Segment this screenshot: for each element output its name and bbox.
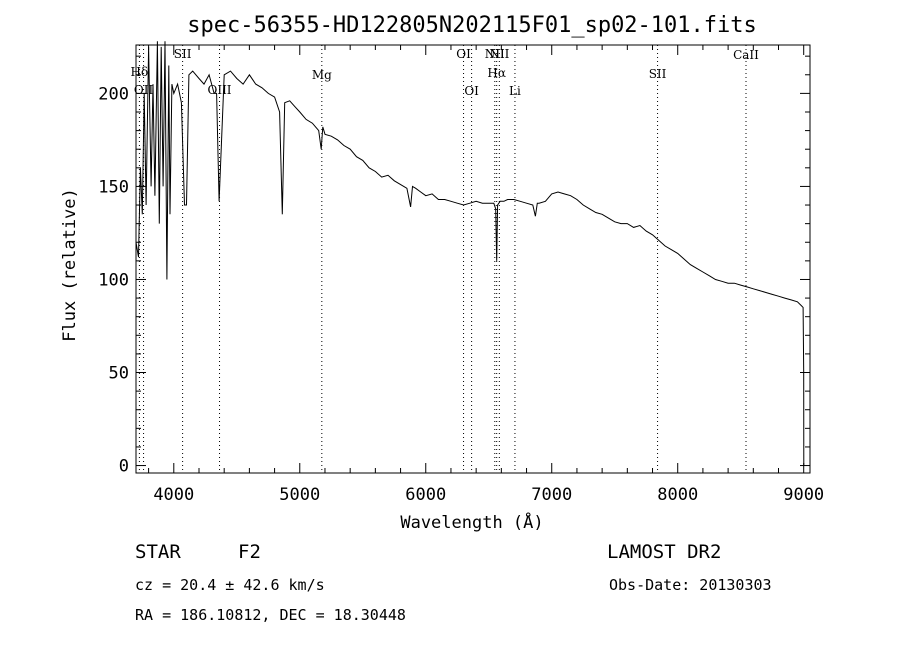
line-marker-label: OI xyxy=(464,84,479,98)
x-tick-label: 9000 xyxy=(783,485,824,505)
x-tick-label: 6000 xyxy=(405,485,446,505)
y-axis: 0 50 100 150 200 xyxy=(98,55,810,477)
line-marker-label: SII xyxy=(174,47,192,61)
spectrum-series-line xyxy=(135,41,805,466)
x-axis-label: Wavelength (Å) xyxy=(400,511,543,533)
observation-date: Obs-Date: 20130303 xyxy=(609,576,772,594)
line-marker-label: NII xyxy=(485,47,505,61)
y-tick-label: 0 xyxy=(119,457,129,477)
y-tick-label: 150 xyxy=(98,177,129,197)
x-tick-label: 4000 xyxy=(153,485,194,505)
survey-name: LAMOST DR2 xyxy=(607,541,722,563)
object-class: STAR xyxy=(135,541,181,563)
sky-coordinates: RA = 186.10812, DEC = 18.30448 xyxy=(135,606,406,624)
line-marker-label: OI xyxy=(456,47,471,61)
y-axis-label: Flux (relative) xyxy=(60,188,80,342)
x-axis: 4000 5000 6000 7000 8000 9000 xyxy=(148,45,824,505)
line-marker-label: NII xyxy=(489,47,509,61)
line-marker-label: Hδ xyxy=(131,65,149,79)
line-marker-label: CaII xyxy=(733,48,759,62)
redshift-cz: cz = 20.4 ± 42.6 km/s xyxy=(135,576,325,594)
line-marker-label: Mg xyxy=(312,68,332,82)
y-tick-label: 50 xyxy=(109,364,129,384)
x-tick-label: 8000 xyxy=(657,485,698,505)
line-marker-label: Li xyxy=(509,84,521,98)
y-tick-label: 200 xyxy=(98,84,129,104)
line-marker-label: Hα xyxy=(487,66,506,80)
line-marker-label: SII xyxy=(649,67,667,81)
plot-frame xyxy=(135,44,811,474)
y-tick-label: 100 xyxy=(98,270,129,290)
line-marker-label: OIII xyxy=(207,83,231,97)
x-tick-label: 5000 xyxy=(279,485,320,505)
chart-title: spec-56355-HD122805N202115F01_sp02-101.f… xyxy=(187,13,757,38)
x-tick-label: 7000 xyxy=(531,485,572,505)
spectral-subclass: F2 xyxy=(238,541,261,563)
